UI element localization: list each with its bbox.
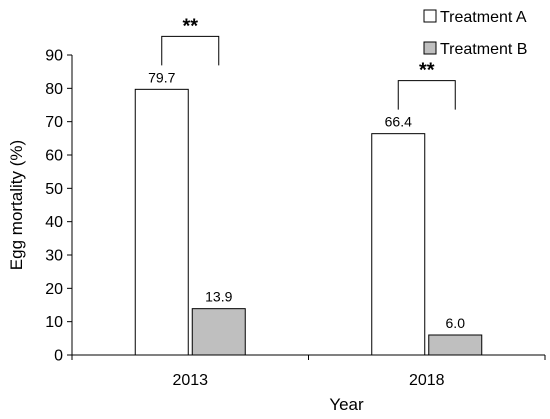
bar-treatment-b-2018 [428,334,483,356]
x-tick-label: 2013 [172,372,208,389]
legend-label-treatment-a: Treatment A [440,9,527,26]
y-tick-label: 70 [45,114,63,131]
legend-label-treatment-b: Treatment B [440,41,527,58]
data-label: 79.7 [148,69,175,85]
data-label: 13.9 [205,289,232,305]
y-tick-label: 0 [54,348,63,365]
data-labels: 79.7 13.9 66.4 6.0 [148,69,465,331]
bar-treatment-a-2013 [134,88,189,356]
legend-swatch-treatment-a [423,9,437,23]
y-axis-title: Egg mortality (%) [7,140,26,270]
y-axis-ticks: 0 10 20 30 40 50 60 70 80 90 [45,48,72,365]
y-tick-label: 80 [45,81,63,98]
significance-brackets: ** ** [161,15,456,110]
legend: Treatment A Treatment B [423,9,527,58]
bar-treatment-b-2013 [191,308,246,356]
legend-swatch-treatment-b [423,41,437,55]
data-label: 66.4 [385,114,412,130]
significance-bracket [397,80,456,110]
bars [134,88,483,356]
significance-marker: ** [419,60,435,82]
y-tick-label: 90 [45,48,63,65]
y-tick-label: 10 [45,314,63,331]
y-tick-label: 50 [45,181,63,198]
x-tick-label: 2018 [409,372,445,389]
x-axis-ticks: 2013 2018 [71,355,546,389]
y-tick-label: 20 [45,281,63,298]
y-tick-label: 40 [45,214,63,231]
bar-treatment-a-2018 [371,133,426,356]
significance-marker: ** [182,15,198,37]
y-tick-label: 30 [45,248,63,265]
x-axis-title: Year [329,395,364,414]
y-tick-label: 60 [45,148,63,165]
data-label: 6.0 [446,315,466,331]
significance-bracket [161,35,220,66]
